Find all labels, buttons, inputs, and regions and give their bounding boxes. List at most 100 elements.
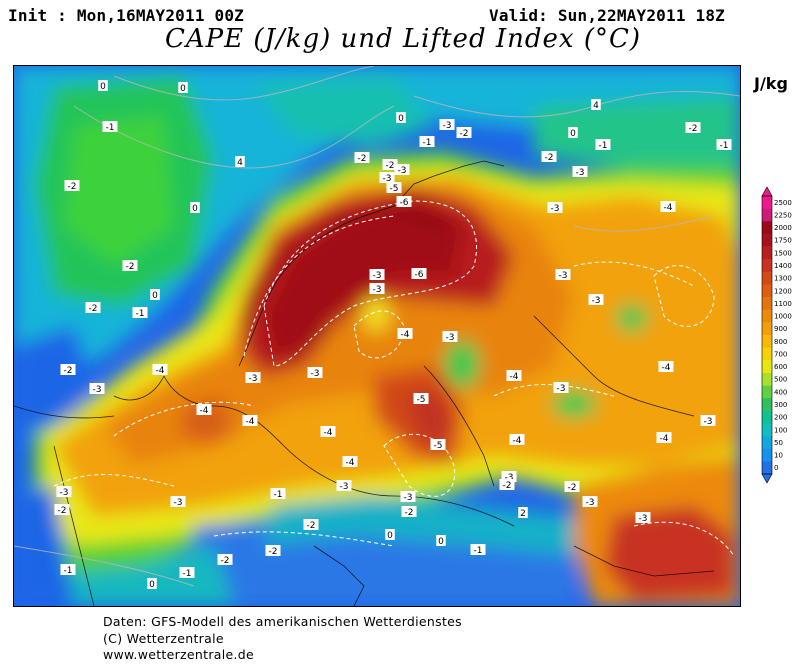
li-label-box [196,404,212,415]
li-label: -2 [126,262,135,272]
li-label-box [591,99,601,110]
li-label: -2 [64,366,73,376]
li-label-box [152,364,168,375]
li-label-box [470,544,486,555]
li-label-box [509,434,525,445]
li-label: -1 [64,566,73,576]
li-label-box [369,269,385,280]
li-label-box [555,269,571,280]
li-label-box [132,307,148,318]
li-label: 4 [593,101,599,111]
li-label: -4 [156,366,165,376]
li-label-box [336,480,352,491]
legend-level-label: 1500 [774,249,792,257]
li-label: 0 [152,291,158,301]
li-label-box [303,519,319,530]
legend-level-label: 600 [774,363,787,371]
legend-swatch [762,271,772,285]
li-label-box [401,506,417,517]
legend-swatch [762,196,772,209]
legend-swatch [762,398,772,412]
li-label: -3 [505,473,514,483]
li-label: 0 [192,204,198,214]
li-label: 0 [387,531,393,541]
li-label-box [170,496,186,507]
li-label-box [547,202,563,213]
li-label: -6 [415,270,424,280]
li-label-box [150,289,160,300]
li-label: -3 [174,498,183,508]
li-label-box [85,302,101,313]
li-label-box [588,294,604,305]
legend-level-label: 300 [774,401,787,409]
li-label: -3 [311,369,320,379]
legend-level-label: 50 [774,439,783,447]
li-label: -1 [274,490,283,500]
li-label: -2 [89,304,98,314]
lifted-index-labels: 0 04-1-20-20-1-2-2-3-4-4-4-3 -3-4-4-3-3-3-… [54,80,732,590]
legend-swatch [762,461,772,475]
li-label-box [235,156,245,167]
legend-swatch [762,221,772,235]
legend-level-label: 2250 [774,211,792,219]
li-label-box [396,196,412,207]
li-label-box [379,172,395,183]
li-label-box [568,127,578,138]
li-label: -2 [307,521,316,531]
li-label: -3 [93,385,102,395]
li-label: -3 [446,333,455,343]
legend-swatch [762,335,772,348]
li-label: -3 [639,514,648,524]
legend-top-arrow [761,186,773,197]
li-label: 0 [149,580,155,590]
legend-border [761,195,773,475]
legend-level-label: 400 [774,388,787,396]
li-label: -3 [551,204,560,214]
li-label: -3 [586,498,595,508]
legend-level-label: 900 [774,325,787,333]
legend-level-label: 1750 [774,237,792,245]
li-label-box [89,383,105,394]
legend-bottom-arrow [761,473,773,484]
li-label-box [635,512,651,523]
li-label: -3 [557,384,566,394]
li-label: -5 [417,395,426,405]
legend-swatch [762,322,772,336]
legend-level-label: 1300 [774,275,792,283]
li-label-box [439,119,455,130]
legend-level-label: 700 [774,350,787,358]
li-label: -5 [434,441,443,451]
li-label: -4 [510,372,519,382]
li-label-box [442,331,458,342]
li-label-box [396,112,406,123]
website: www.wetterzentrale.de [103,647,254,662]
li-label: -1 [423,138,432,148]
li-label: -3 [383,174,392,184]
li-label-box [320,426,336,437]
li-label: -2 [405,508,414,518]
li-label: -2 [568,483,577,493]
li-label-box [190,202,200,213]
li-label: -3 [559,271,568,281]
li-label-box [685,122,701,133]
li-label: -4 [346,458,355,468]
valid-time: Valid: Sun,22MAY2011 18Z [489,6,725,25]
li-label-box [413,393,429,404]
li-label-box [385,529,395,540]
li-label-box [499,479,515,490]
li-label-box [436,535,446,546]
li-label: -2 [269,547,278,557]
legend-swatch [762,297,772,311]
li-label-box [572,166,588,177]
legend-level-label: 500 [774,376,787,384]
legend-level-label: 1100 [774,300,792,308]
li-label: -3 [373,285,382,295]
li-label: -3 [443,121,452,131]
li-label: -3 [340,482,349,492]
li-label: -6 [400,198,409,208]
legend-unit: J/kg [754,74,788,93]
li-label: 0 [438,537,444,547]
li-label: -2 [545,153,554,163]
li-label: -4 [660,434,669,444]
legend-level-label: 100 [774,426,787,434]
